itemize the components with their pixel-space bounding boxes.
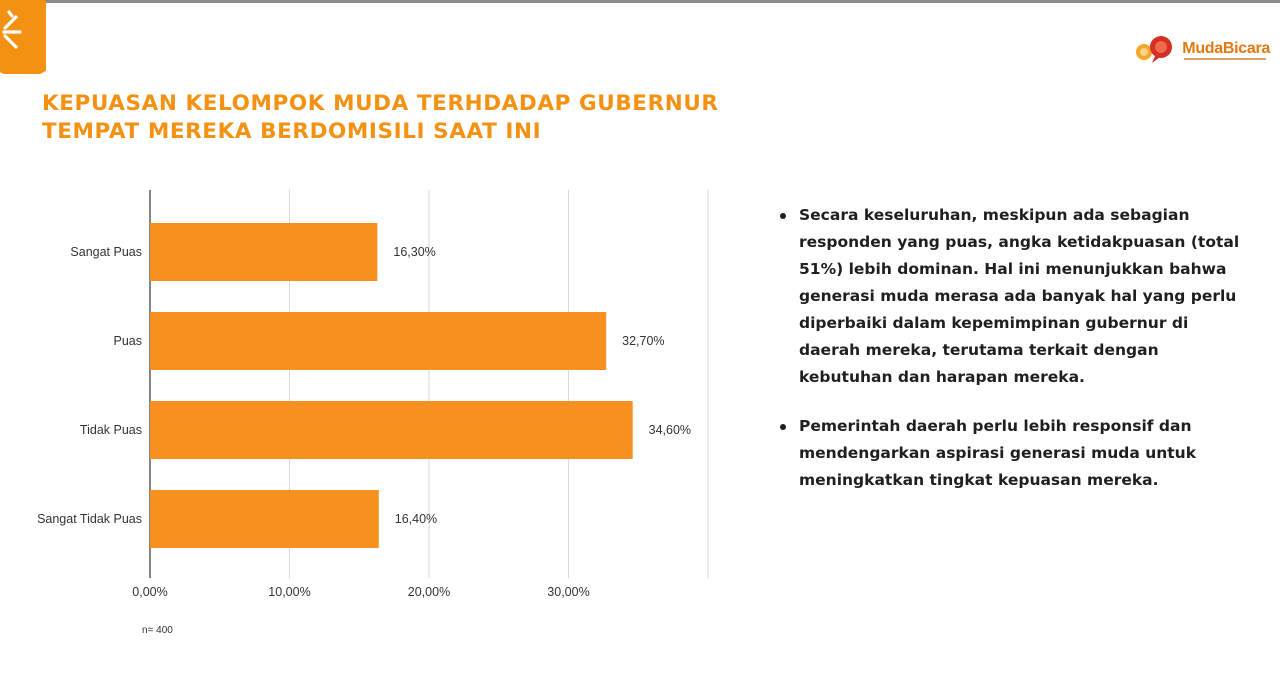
category-label: Puas [114,334,143,348]
category-label: Sangat Puas [70,245,142,259]
title-line-2: TEMPAT MEREKA BERDOMISILI SAAT INI [42,119,542,144]
commentary-item-1: Secara keseluruhan, meskipun ada sebagia… [778,202,1248,391]
x-tick-label: 20,00% [408,585,450,599]
data-label: 16,30% [393,245,435,259]
speech-bubble-icon [1136,36,1173,63]
brand-logo: MudaBicara [1130,34,1270,64]
data-label: 32,70% [622,334,664,348]
top-rule [0,0,1280,3]
brand-underline [1184,58,1266,60]
brand-name: MudaBicara [1182,40,1270,57]
x-tick-label: 30,00% [547,585,589,599]
commentary-text-2: Pemerintah daerah perlu lebih responsif … [799,417,1197,489]
bar [150,312,607,370]
data-label: 34,60% [649,423,691,437]
data-label: 16,40% [395,512,437,526]
x-tick-label: 10,00% [268,585,310,599]
bar [150,401,633,459]
bar-chart: Sangat Puas 16,30% Puas 32,70% Tidak Puas 34,… [37,190,709,636]
commentary-item-2: Pemerintah daerah perlu lebih responsif … [778,413,1248,494]
bullet-dot [780,424,786,430]
bullet-dot [780,213,786,219]
category-label: Tidak Puas [80,423,142,437]
sample-size-note: n= 400 [142,625,173,636]
bar [150,223,378,281]
bar [150,490,379,548]
page-title: KEPUASAN KELOMPOK MUDA TERHDADAP GUBERNU… [42,90,802,146]
title-line-1: KEPUASAN KELOMPOK MUDA TERHDADAP GUBERNU… [42,91,719,116]
corner-logo-icon [0,0,46,74]
commentary-text-1: Secara keseluruhan, meskipun ada sebagia… [799,206,1240,386]
category-label: Sangat Tidak Puas [37,512,142,526]
commentary-list: Secara keseluruhan, meskipun ada sebagia… [778,202,1248,516]
x-tick-label: 0,00% [132,585,167,599]
